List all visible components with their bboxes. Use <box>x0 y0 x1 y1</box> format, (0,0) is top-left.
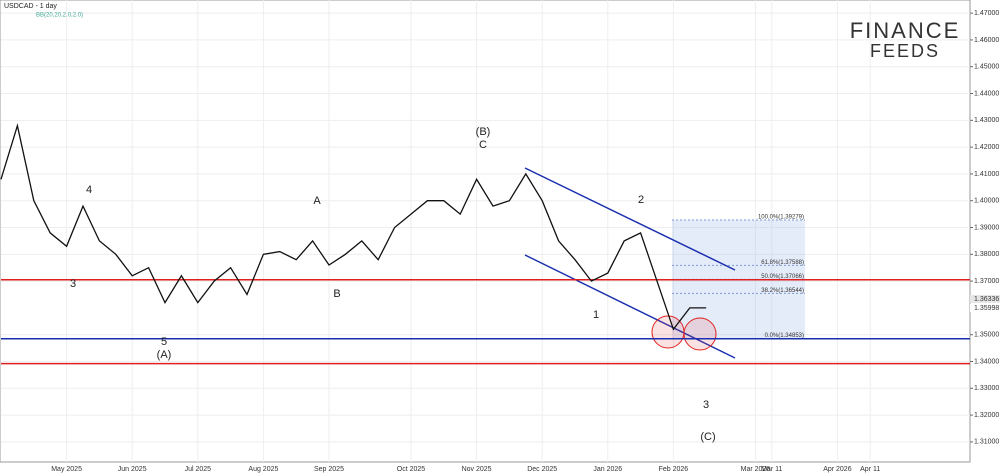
y-tick-label: 1.38000 <box>974 251 999 258</box>
channel-line <box>524 167 736 271</box>
y-tick-label: 1.32000 <box>974 412 999 419</box>
y-tick-label: 1.39000 <box>974 224 999 231</box>
wave-label: C <box>479 139 487 151</box>
wave-label: A <box>313 195 321 207</box>
fib-label: 50.0%(1.37066) <box>761 274 804 280</box>
wave-label: 3 <box>703 399 709 411</box>
grid <box>1 0 970 462</box>
x-tick-label: Jun 2025 <box>118 466 147 473</box>
x-tick-label: Feb 2026 <box>659 466 689 473</box>
y-tick-label: 1.40000 <box>974 198 999 205</box>
price-tag <box>970 303 1000 312</box>
price-tag-label: 1.36336 <box>974 296 999 303</box>
levels <box>1 279 970 365</box>
y-tick-label: 1.31000 <box>974 439 999 446</box>
wave-label: (C) <box>700 431 715 443</box>
highlight-circle <box>683 317 717 351</box>
y-tick-label: 1.35000 <box>974 332 999 339</box>
channel-line <box>524 254 736 359</box>
x-tick-label: Mar 11 <box>761 466 782 473</box>
x-tick-label: Mar 2026 <box>741 466 771 473</box>
wave-label: 4 <box>86 184 92 196</box>
chart-title: USDCAD - 1 day <box>4 3 57 10</box>
y-tick-label: 1.46000 <box>974 37 999 44</box>
x-tick-label: Oct 2025 <box>397 466 426 473</box>
indicator-label: BB(20,20,2.0,2.0) <box>36 13 83 19</box>
wave-label: (B) <box>476 126 491 138</box>
x-tick-label: Nov 2025 <box>462 466 492 473</box>
x-tick-label: Apr 2026 <box>823 466 852 473</box>
wave-label: 2 <box>638 194 644 206</box>
x-tick-label: May 2025 <box>51 466 82 473</box>
wave-label: (A) <box>157 349 172 361</box>
series <box>0 123 707 331</box>
y-tick-label: 1.37000 <box>974 278 999 285</box>
y-tick-label: 1.41000 <box>974 171 999 178</box>
price-tag-label: 1.35998 <box>974 305 999 312</box>
y-tick-label: 1.33000 <box>974 385 999 392</box>
price-tag <box>970 294 1000 303</box>
logo: FINANCE <box>850 18 961 43</box>
y-tick-label: 1.47000 <box>974 10 999 17</box>
x-tick-label: Sep 2025 <box>314 466 344 473</box>
y-tick-label: 1.44000 <box>974 90 999 97</box>
price-line <box>0 123 707 331</box>
plot-area <box>0 0 971 463</box>
fib-label: 100.0%(1.39279) <box>758 215 804 221</box>
fib-label: 61.8%(1.37588) <box>761 260 804 266</box>
x-tick-label: Aug 2025 <box>248 466 278 473</box>
y-tick-label: 1.42000 <box>974 144 999 151</box>
logo: FEEDS <box>870 41 940 61</box>
x-tick-label: Dec 2025 <box>527 466 557 473</box>
fib-label: 0.0%(1.34853) <box>765 333 804 339</box>
wave-label: 3 <box>70 278 76 290</box>
y-tick-label: 1.34000 <box>974 358 999 365</box>
wave-label: B <box>333 288 340 300</box>
y-tick-label: 1.43000 <box>974 117 999 124</box>
fib-label: 38.2%(1.36544) <box>761 288 804 294</box>
y-tick-label: 1.45000 <box>974 64 999 71</box>
x-tick-label: Jan 2026 <box>593 466 622 473</box>
wave-label: 5 <box>161 336 167 348</box>
wave-label: 1 <box>593 309 599 321</box>
x-tick-label: Jul 2025 <box>185 466 212 473</box>
x-tick-label: Apr 11 <box>860 466 880 473</box>
